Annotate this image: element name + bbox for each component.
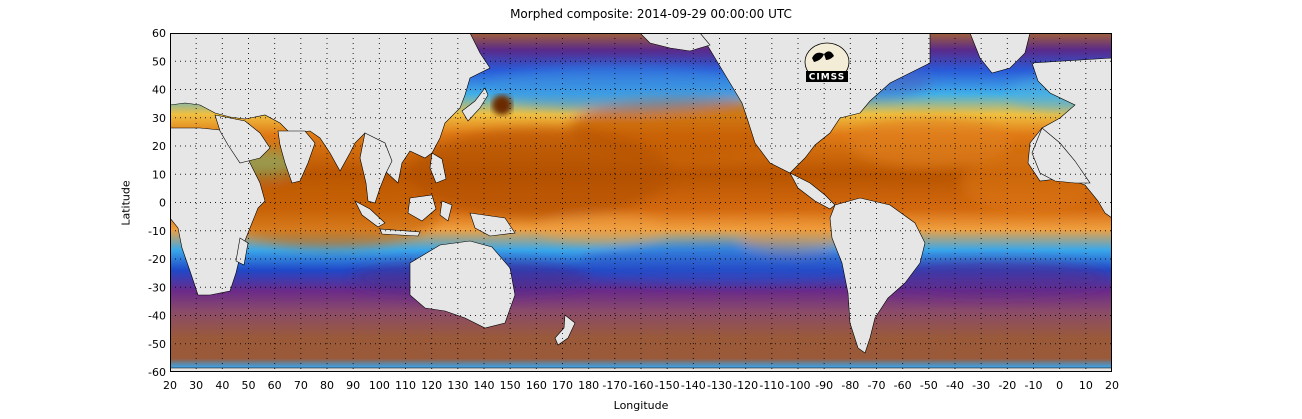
x-tick-label: -80 bbox=[841, 379, 859, 392]
x-tick-label: 20 bbox=[1105, 379, 1119, 392]
borneo bbox=[407, 194, 437, 222]
logo-text: CIMSS bbox=[809, 73, 845, 83]
y-tick-label: -50 bbox=[148, 338, 166, 351]
west-africa bbox=[1031, 127, 1091, 184]
x-tick-label: -10 bbox=[1025, 379, 1043, 392]
x-tick-label: 140 bbox=[474, 379, 495, 392]
x-axis-label: Longitude bbox=[613, 399, 669, 412]
north-america bbox=[699, 33, 931, 174]
x-tick-label: -70 bbox=[868, 379, 886, 392]
typhoon-eye bbox=[492, 95, 512, 115]
x-tick-label: 180 bbox=[578, 379, 599, 392]
sumatra bbox=[354, 200, 386, 228]
x-tick-label: 130 bbox=[447, 379, 468, 392]
x-tick-label: -30 bbox=[972, 379, 990, 392]
alaska bbox=[639, 33, 711, 52]
x-tick-label: -160 bbox=[629, 379, 654, 392]
x-tick-label: -90 bbox=[815, 379, 833, 392]
x-tick-label: 0 bbox=[1056, 379, 1063, 392]
map-frame bbox=[170, 33, 1112, 372]
y-tick-label: -10 bbox=[148, 225, 166, 238]
x-tick-label: 170 bbox=[552, 379, 573, 392]
x-tick-label: 10 bbox=[1079, 379, 1093, 392]
x-tick-label: -110 bbox=[759, 379, 784, 392]
map-border bbox=[170, 33, 1112, 372]
x-tick-label: -130 bbox=[707, 379, 732, 392]
madagascar bbox=[235, 237, 249, 266]
japan bbox=[461, 87, 489, 122]
sulawesi bbox=[439, 200, 453, 222]
india bbox=[277, 130, 316, 184]
x-tick-label: 30 bbox=[189, 379, 203, 392]
x-tick-label: -170 bbox=[602, 379, 627, 392]
x-tick-label: -50 bbox=[920, 379, 938, 392]
x-tick-label: -120 bbox=[733, 379, 758, 392]
y-tick-label: 0 bbox=[159, 197, 166, 210]
y-tick-label: 30 bbox=[152, 112, 166, 125]
cimss-logo-icon: CIMSS bbox=[804, 42, 850, 83]
moisture-map bbox=[170, 33, 1112, 372]
x-tick-label: 120 bbox=[421, 379, 442, 392]
greenland bbox=[969, 33, 1031, 74]
x-tick-label: 70 bbox=[294, 379, 308, 392]
philippines bbox=[429, 152, 447, 184]
y-tick-label: -60 bbox=[148, 366, 166, 379]
y-tick-label: 10 bbox=[152, 168, 166, 181]
y-tick-label: 50 bbox=[152, 55, 166, 68]
y-tick-label: 20 bbox=[152, 140, 166, 153]
x-tick-label: -60 bbox=[894, 379, 912, 392]
y-axis-label: Latitude bbox=[119, 180, 133, 226]
x-tick-label: 90 bbox=[346, 379, 360, 392]
x-tick-label: 160 bbox=[526, 379, 547, 392]
y-tick-label: -20 bbox=[148, 253, 166, 266]
x-tick-label: 150 bbox=[500, 379, 521, 392]
central-america bbox=[789, 172, 836, 210]
arabia bbox=[214, 114, 271, 164]
land-masses bbox=[170, 33, 1112, 372]
x-tick-label: 50 bbox=[242, 379, 256, 392]
x-tick-label: -140 bbox=[681, 379, 706, 392]
new-guinea bbox=[469, 212, 516, 237]
australia bbox=[409, 240, 516, 329]
x-tick-label: 80 bbox=[320, 379, 334, 392]
y-tick-label: 60 bbox=[152, 27, 166, 40]
x-tick-label: -40 bbox=[946, 379, 964, 392]
x-tick-label: 100 bbox=[369, 379, 390, 392]
x-tick-label: 110 bbox=[395, 379, 416, 392]
indochina bbox=[359, 132, 393, 204]
y-tick-label: 40 bbox=[152, 84, 166, 97]
x-tick-label: 20 bbox=[163, 379, 177, 392]
x-tick-label: -150 bbox=[655, 379, 680, 392]
graticule bbox=[170, 33, 1112, 372]
new-zealand bbox=[554, 314, 576, 346]
y-tick-label: -40 bbox=[148, 310, 166, 323]
x-tick-label: -100 bbox=[786, 379, 811, 392]
y-tick-label: -30 bbox=[148, 281, 166, 294]
x-tick-label: 60 bbox=[268, 379, 282, 392]
x-tick-label: -20 bbox=[998, 379, 1016, 392]
map-title: Morphed composite: 2014-09-29 00:00:00 U… bbox=[510, 7, 792, 21]
x-tick-label: 40 bbox=[215, 379, 229, 392]
